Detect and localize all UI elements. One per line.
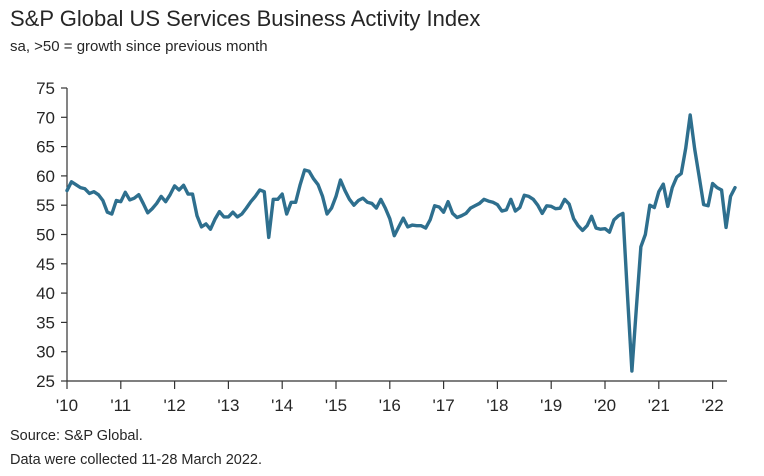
x-tick-label: '21 — [648, 396, 670, 415]
y-tick-label: 40 — [36, 284, 55, 303]
y-tick-label: 55 — [36, 196, 55, 215]
x-tick-label: '13 — [217, 396, 239, 415]
x-tick-label: '15 — [325, 396, 347, 415]
collection-note: Data were collected 11-28 March 2022. — [10, 452, 263, 468]
y-tick-label: 70 — [36, 108, 55, 127]
chart-subtitle: sa, >50 = growth since previous month — [10, 38, 268, 55]
y-axis: 25 30 35 40 45 50 55 60 65 70 75 — [36, 79, 68, 391]
x-tick-label: '22 — [702, 396, 724, 415]
y-tick-label: 35 — [36, 313, 55, 332]
x-tick-label: '17 — [433, 396, 455, 415]
y-tick-label: 60 — [36, 167, 55, 186]
x-tick-label: '20 — [594, 396, 616, 415]
chart-title: S&P Global US Services Business Activity… — [10, 6, 481, 31]
series-line — [65, 113, 737, 373]
x-tick-label: '19 — [540, 396, 562, 415]
x-tick-label: '16 — [379, 396, 401, 415]
x-tick-label: '14 — [271, 396, 293, 415]
y-tick-label: 75 — [36, 79, 55, 98]
x-tick-label: '11 — [110, 396, 131, 415]
x-tick-label: '12 — [164, 396, 186, 415]
series-group — [65, 113, 737, 373]
source-note: Source: S&P Global. — [10, 428, 143, 444]
y-tick-label: 25 — [36, 372, 55, 391]
x-tick-label: '18 — [486, 396, 508, 415]
x-tick-label: '10 — [56, 396, 78, 415]
y-tick-label: 65 — [36, 138, 55, 157]
y-tick-label: 45 — [36, 255, 55, 274]
x-axis: '10 '11 '12 '13 '14 '15 '16 '17 '18 '19 '20 '21 '22 — [56, 380, 727, 415]
y-tick-label: 30 — [36, 343, 55, 362]
y-tick-label: 50 — [36, 226, 55, 245]
